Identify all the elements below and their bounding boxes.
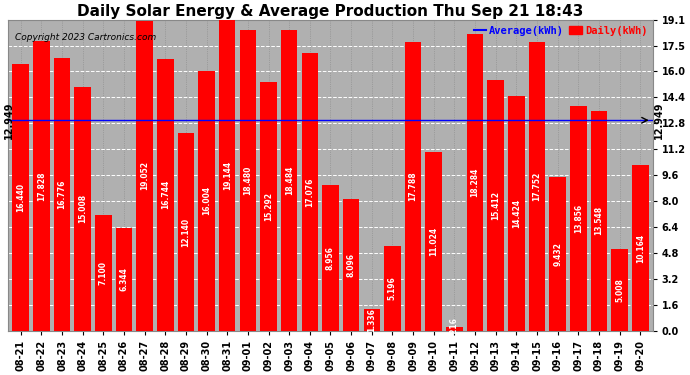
Bar bbox=[198, 70, 215, 330]
Text: 16.440: 16.440 bbox=[16, 183, 26, 212]
Legend: Average(kWh), Daily(kWh): Average(kWh), Daily(kWh) bbox=[473, 26, 647, 36]
Text: 17.788: 17.788 bbox=[408, 171, 417, 201]
Text: 8.096: 8.096 bbox=[346, 253, 355, 277]
Bar bbox=[157, 58, 173, 330]
Bar bbox=[12, 63, 29, 330]
Text: 12.140: 12.140 bbox=[181, 217, 190, 246]
Bar bbox=[260, 82, 277, 330]
Text: 12.949: 12.949 bbox=[654, 102, 664, 139]
Bar bbox=[364, 309, 380, 330]
Bar bbox=[426, 152, 442, 330]
Bar bbox=[281, 30, 297, 330]
Bar bbox=[467, 34, 483, 330]
Bar bbox=[632, 165, 649, 330]
Bar bbox=[549, 177, 566, 330]
Bar bbox=[75, 87, 91, 330]
Bar bbox=[405, 42, 422, 330]
Bar bbox=[322, 185, 339, 330]
Text: 7.100: 7.100 bbox=[99, 261, 108, 285]
Bar bbox=[239, 30, 256, 330]
Bar bbox=[219, 20, 235, 330]
Bar bbox=[487, 80, 504, 330]
Text: Copyright 2023 Cartronics.com: Copyright 2023 Cartronics.com bbox=[14, 33, 156, 42]
Text: 6.344: 6.344 bbox=[119, 267, 128, 291]
Bar bbox=[33, 41, 50, 330]
Bar bbox=[384, 246, 401, 330]
Text: 15.292: 15.292 bbox=[264, 192, 273, 221]
Text: 1.336: 1.336 bbox=[367, 308, 376, 332]
Text: 19.052: 19.052 bbox=[140, 161, 149, 190]
Text: 13.856: 13.856 bbox=[574, 204, 583, 232]
Text: 18.480: 18.480 bbox=[244, 166, 253, 195]
Bar bbox=[343, 199, 359, 330]
Text: 11.024: 11.024 bbox=[429, 226, 438, 256]
Text: 16.744: 16.744 bbox=[161, 180, 170, 209]
Text: 19.144: 19.144 bbox=[223, 160, 232, 190]
Bar bbox=[591, 111, 607, 330]
Text: 12.949: 12.949 bbox=[4, 102, 14, 139]
Text: 16.004: 16.004 bbox=[202, 186, 211, 215]
Text: 9.432: 9.432 bbox=[553, 242, 562, 266]
Bar bbox=[116, 228, 132, 330]
Bar bbox=[529, 42, 545, 330]
Text: 5.196: 5.196 bbox=[388, 276, 397, 300]
Title: Daily Solar Energy & Average Production Thu Sep 21 18:43: Daily Solar Energy & Average Production … bbox=[77, 4, 584, 19]
Text: 17.076: 17.076 bbox=[306, 177, 315, 207]
Bar bbox=[446, 327, 463, 330]
Text: 8.956: 8.956 bbox=[326, 246, 335, 270]
Text: 5.008: 5.008 bbox=[615, 278, 624, 302]
Text: 18.484: 18.484 bbox=[285, 166, 294, 195]
Bar bbox=[137, 21, 153, 330]
Bar bbox=[177, 134, 194, 330]
Text: 0.216: 0.216 bbox=[450, 317, 459, 341]
Text: 10.164: 10.164 bbox=[635, 234, 644, 262]
Bar bbox=[508, 96, 524, 330]
Text: 15.008: 15.008 bbox=[78, 194, 87, 223]
Text: 17.752: 17.752 bbox=[533, 172, 542, 201]
Text: 15.412: 15.412 bbox=[491, 191, 500, 220]
Bar bbox=[95, 215, 112, 330]
Text: 16.776: 16.776 bbox=[57, 180, 66, 209]
Text: 17.828: 17.828 bbox=[37, 171, 46, 201]
Bar bbox=[54, 58, 70, 330]
Text: 14.424: 14.424 bbox=[512, 199, 521, 228]
Text: 13.548: 13.548 bbox=[595, 206, 604, 235]
Bar bbox=[302, 53, 318, 330]
Bar bbox=[570, 105, 586, 330]
Text: 18.284: 18.284 bbox=[471, 167, 480, 197]
Bar bbox=[611, 249, 628, 330]
